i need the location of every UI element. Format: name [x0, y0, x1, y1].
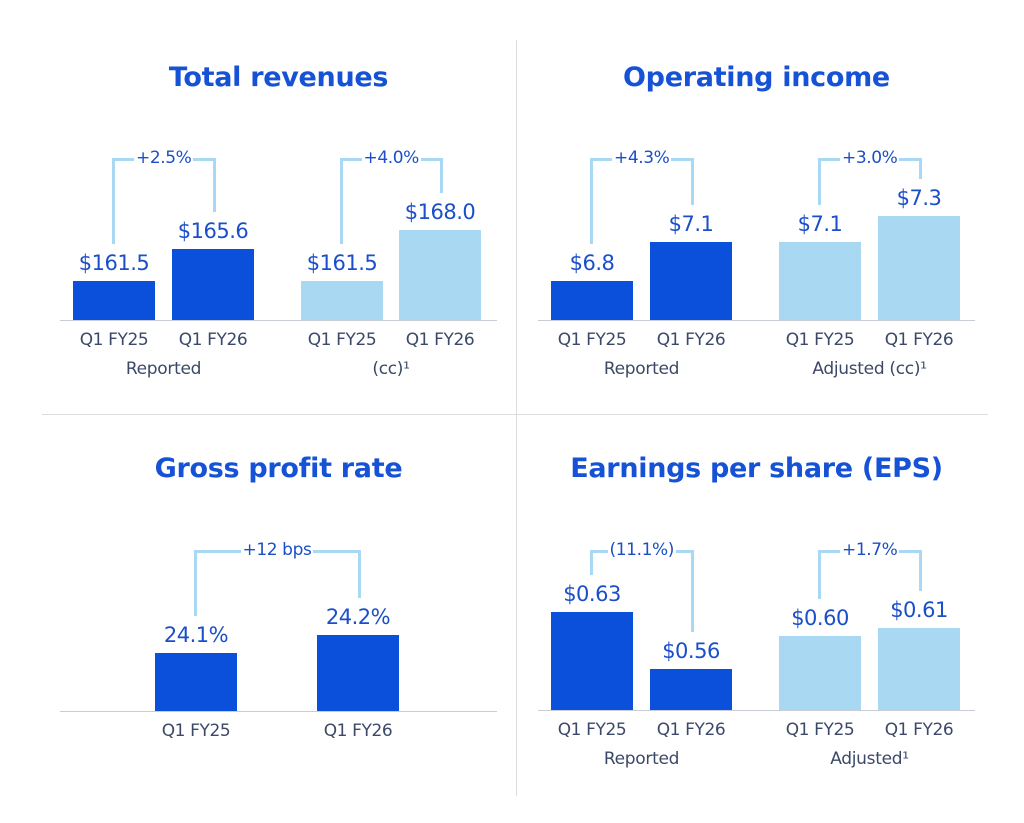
- bracket-line: [213, 158, 216, 213]
- value-label: $0.61: [890, 598, 948, 622]
- horizontal-divider: [42, 414, 988, 415]
- bracket-line: [919, 550, 922, 591]
- bracket-line: [194, 550, 197, 617]
- category-label: Q1 FY25: [307, 330, 377, 350]
- category-label: Q1 FY26: [656, 720, 726, 740]
- value-label: 24.1%: [163, 623, 229, 648]
- change-label: (11.1%): [607, 540, 676, 560]
- bar-reported: [155, 653, 237, 711]
- group-label: Reported: [125, 359, 202, 379]
- baseline: [60, 711, 497, 712]
- change-label: +12 bps: [240, 540, 314, 560]
- bar-adjusted: [779, 242, 861, 320]
- category-label: Q1 FY25: [557, 720, 627, 740]
- value-label: $7.1: [797, 212, 843, 236]
- category-label: Q1 FY25: [161, 721, 231, 741]
- bar-reported: [317, 635, 399, 711]
- vertical-divider: [516, 40, 517, 796]
- bracket-line: [818, 158, 821, 205]
- bracket-line: [919, 158, 922, 179]
- bar-reported: [73, 281, 155, 320]
- group-label: Adjusted (cc)¹: [812, 359, 927, 379]
- bracket-line: [691, 550, 694, 632]
- bracket-line: [358, 550, 361, 599]
- category-label: Q1 FY26: [178, 330, 248, 350]
- group-label: Adjusted¹: [830, 749, 909, 769]
- change-label: +4.0%: [361, 148, 421, 168]
- category-label: Q1 FY26: [405, 330, 475, 350]
- baseline: [60, 320, 497, 321]
- value-label: $7.3: [896, 186, 942, 210]
- value-label: $161.5: [306, 251, 378, 275]
- bracket-line: [818, 550, 821, 600]
- category-label: Q1 FY26: [323, 721, 393, 741]
- category-label: Q1 FY25: [79, 330, 149, 350]
- bar-adjusted: [878, 216, 960, 320]
- bracket-line: [440, 158, 443, 194]
- value-label: $161.5: [78, 251, 150, 275]
- chart-title: Earnings per share (EPS): [570, 453, 943, 484]
- bar-reported: [551, 281, 633, 320]
- bracket-line: [590, 550, 593, 575]
- bracket-line: [691, 158, 694, 205]
- value-label: $168.0: [404, 200, 476, 225]
- bar-adjusted: [399, 230, 481, 320]
- group-label: Reported: [603, 359, 680, 379]
- category-label: Q1 FY25: [785, 720, 855, 740]
- group-label: (cc)¹: [372, 359, 410, 379]
- change-label: +1.7%: [840, 540, 900, 560]
- chart-title: Gross profit rate: [154, 453, 403, 484]
- bar-reported: [551, 611, 633, 710]
- baseline: [538, 320, 975, 321]
- bar-reported: [650, 669, 732, 710]
- category-label: Q1 FY26: [656, 330, 726, 350]
- category-label: Q1 FY25: [557, 330, 627, 350]
- category-label: Q1 FY26: [884, 720, 954, 740]
- value-label: $6.8: [569, 251, 615, 275]
- value-label: 24.2%: [325, 605, 391, 630]
- bar-reported: [172, 249, 254, 320]
- bar-reported: [650, 242, 732, 320]
- value-label: $0.56: [662, 639, 720, 663]
- bracket-line: [590, 158, 593, 244]
- change-label: +4.3%: [612, 148, 672, 168]
- value-label: $165.6: [177, 219, 249, 244]
- value-label: $7.1: [668, 212, 714, 236]
- bar-adjusted: [301, 281, 383, 320]
- chart-title: Operating income: [623, 62, 890, 93]
- bar-adjusted: [878, 628, 960, 710]
- bar-adjusted: [779, 636, 861, 710]
- category-label: Q1 FY25: [785, 330, 855, 350]
- bracket-line: [112, 158, 115, 244]
- category-label: Q1 FY26: [884, 330, 954, 350]
- value-label: $0.63: [563, 581, 621, 606]
- change-label: +3.0%: [840, 148, 900, 168]
- group-label: Reported: [603, 749, 680, 769]
- change-label: +2.5%: [134, 148, 194, 168]
- bracket-line: [340, 158, 343, 244]
- value-label: $0.60: [791, 606, 849, 631]
- chart-title: Total revenues: [168, 62, 389, 93]
- baseline: [538, 710, 975, 711]
